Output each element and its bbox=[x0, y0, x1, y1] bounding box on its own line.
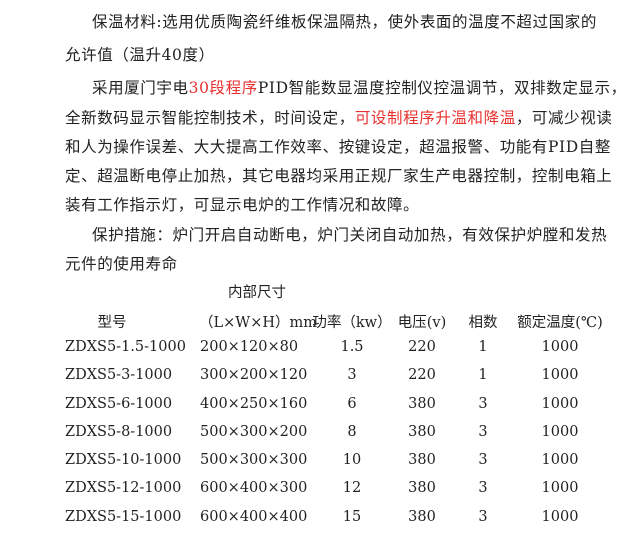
highlight-program: 可设制程序升温和降温 bbox=[354, 109, 516, 127]
cell-model: ZDXS5-8-1000 bbox=[65, 424, 173, 440]
cell-rated-temp: 1000 bbox=[541, 396, 579, 412]
header-inner-size: 内部尺寸 bbox=[228, 285, 286, 301]
protection-line-1: 保护措施：炉门开启自动断电，炉门关闭自动加热，有效保护炉膛和发热 bbox=[92, 226, 608, 244]
cell-phase: 3 bbox=[478, 509, 488, 525]
header-dimensions: （L×W×H）mm bbox=[199, 315, 317, 331]
cell-dimensions: 300×200×120 bbox=[200, 367, 308, 383]
cell-phase: 3 bbox=[478, 396, 488, 412]
cell-rated-temp: 1000 bbox=[541, 509, 579, 525]
cell-dimensions: 600×400×400 bbox=[200, 509, 308, 525]
cell-dimensions: 500×300×200 bbox=[200, 424, 308, 440]
cell-power: 3 bbox=[347, 367, 357, 383]
cell-voltage: 380 bbox=[408, 509, 436, 525]
cell-phase: 3 bbox=[478, 480, 488, 496]
cell-power: 12 bbox=[342, 480, 362, 496]
control-line-1: 采用厦门宇电30段程序PID智能数显温度控制仪控温调节，双排数定显示， bbox=[92, 76, 617, 98]
cell-model: ZDXS5-10-1000 bbox=[65, 452, 182, 468]
cell-dimensions: 600×400×300 bbox=[200, 480, 308, 496]
cell-voltage: 380 bbox=[408, 424, 436, 440]
cell-phase: 3 bbox=[478, 452, 488, 468]
highlight-30-segment: 30段程序 bbox=[188, 79, 258, 97]
cell-model: ZDXS5-1.5-1000 bbox=[65, 339, 186, 355]
cell-rated-temp: 1000 bbox=[541, 367, 579, 383]
cell-rated-temp: 1000 bbox=[541, 339, 579, 355]
cell-phase: 1 bbox=[478, 367, 488, 383]
insulation-line-2: 允许值（温升40度） bbox=[65, 46, 215, 64]
cell-voltage: 380 bbox=[408, 396, 436, 412]
cell-power: 1.5 bbox=[340, 339, 364, 355]
insulation-line-1: 保温材料:选用优质陶瓷纤维板保温隔热，使外表面的温度不超过国家的 bbox=[92, 13, 597, 31]
control-text: ，可减少视读 bbox=[515, 109, 613, 127]
header-phase: 相数 bbox=[468, 315, 498, 331]
cell-dimensions: 400×250×160 bbox=[200, 396, 308, 412]
cell-dimensions: 500×300×300 bbox=[200, 452, 308, 468]
control-line-3: 和人为操作误差、大大提高工作效率、按键设定，超温报警、功能有PID自整 bbox=[65, 138, 611, 156]
cell-power: 15 bbox=[342, 509, 362, 525]
header-voltage: 电压(v) bbox=[397, 315, 447, 331]
control-line-2: 全新数码显示智能控制技术，时间设定，可设制程序升温和降温，可减少视读 bbox=[65, 106, 612, 128]
cell-voltage: 380 bbox=[408, 452, 436, 468]
cell-rated-temp: 1000 bbox=[541, 452, 579, 468]
cell-power: 6 bbox=[347, 396, 357, 412]
cell-model: ZDXS5-6-1000 bbox=[65, 396, 173, 412]
control-line-5: 装有工作指示灯，可显示电炉的工作情况和故障。 bbox=[65, 196, 420, 214]
cell-rated-temp: 1000 bbox=[541, 424, 579, 440]
cell-voltage: 220 bbox=[408, 339, 436, 355]
control-text: PID智能数显温度控制仪控温调节，双排数定显示， bbox=[257, 79, 617, 97]
header-rated-temp: 额定温度(℃) bbox=[517, 315, 603, 331]
cell-model: ZDXS5-15-1000 bbox=[65, 509, 182, 525]
cell-voltage: 220 bbox=[408, 367, 436, 383]
header-model: 型号 bbox=[97, 315, 127, 331]
cell-model: ZDXS5-12-1000 bbox=[65, 480, 182, 496]
cell-power: 10 bbox=[342, 452, 362, 468]
cell-power: 8 bbox=[347, 424, 357, 440]
protection-line-2: 元件的使用寿命 bbox=[65, 255, 178, 273]
control-text: 采用厦门宇电 bbox=[92, 79, 189, 97]
cell-dimensions: 200×120×80 bbox=[200, 339, 299, 355]
header-power: 功率（kw） bbox=[312, 315, 392, 331]
cell-phase: 3 bbox=[478, 424, 488, 440]
control-line-4: 定、超温断电停止加热，其它电器均采用正规厂家生产电器控制，控制电箱上 bbox=[65, 167, 613, 185]
cell-model: ZDXS5-3-1000 bbox=[65, 367, 173, 383]
cell-rated-temp: 1000 bbox=[541, 480, 579, 496]
cell-voltage: 380 bbox=[408, 480, 436, 496]
control-text: 全新数码显示智能控制技术，时间设定， bbox=[65, 109, 355, 127]
cell-phase: 1 bbox=[478, 339, 488, 355]
